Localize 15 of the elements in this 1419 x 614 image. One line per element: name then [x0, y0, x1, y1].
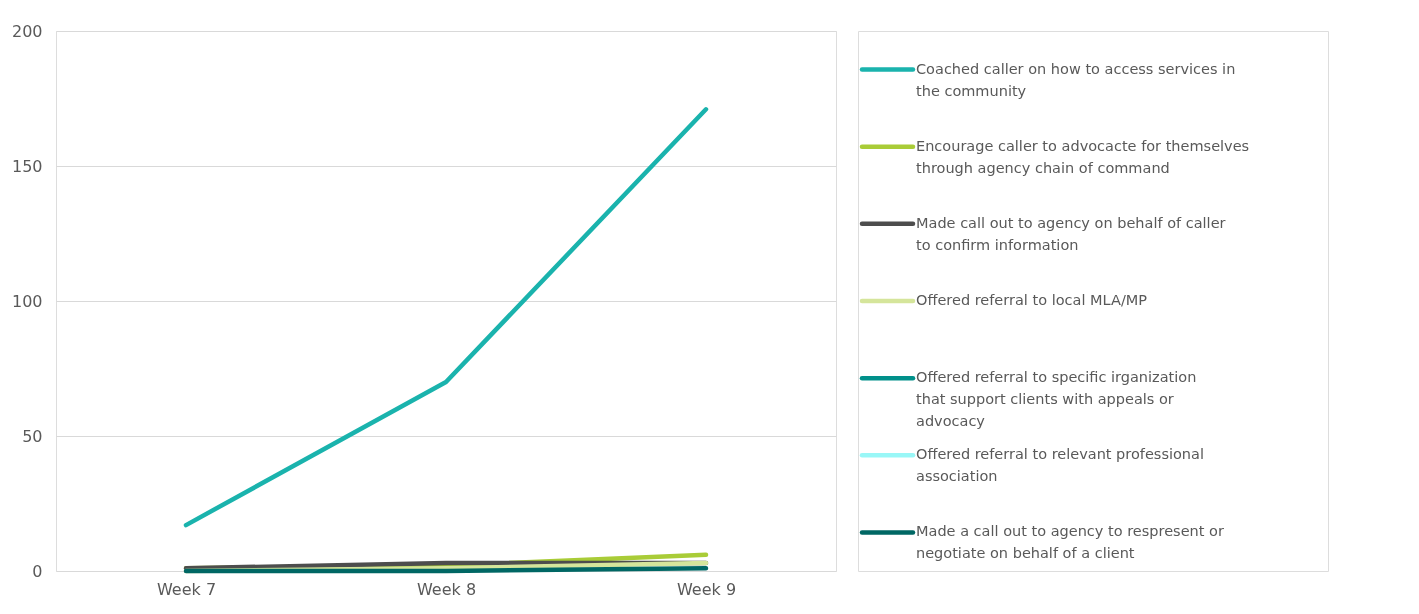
x-tick-label: Week 9: [676, 579, 737, 599]
legend-label: Offered referral to local MLA/MP: [916, 292, 1148, 308]
legend-label: Made call out to agency on behalf of caller to confirm information: [916, 214, 1226, 253]
x-tick-label: Week 7: [156, 579, 217, 599]
legend-label: Offered referral to relevant professional association: [916, 446, 1204, 485]
y-tick-label: 100: [11, 291, 43, 311]
x-tick-label: Week 8: [416, 579, 477, 599]
legend-label: Encourage caller to advocacte for themselves through agency chain of command: [916, 137, 1250, 176]
y-tick-label: 150: [11, 156, 43, 176]
y-tick-label: 200: [11, 21, 43, 41]
legend-label: Made a call out to agency to respresent or negotiate on behalf of a client: [916, 523, 1224, 562]
legend-label: Offered referral to specific irganization that support clients with appeals or advocacy: [916, 369, 1197, 430]
y-tick-label: 0: [32, 561, 43, 581]
legend-label: Coached caller on how to access services in the community: [916, 60, 1236, 99]
y-tick-label: 50: [22, 426, 43, 446]
